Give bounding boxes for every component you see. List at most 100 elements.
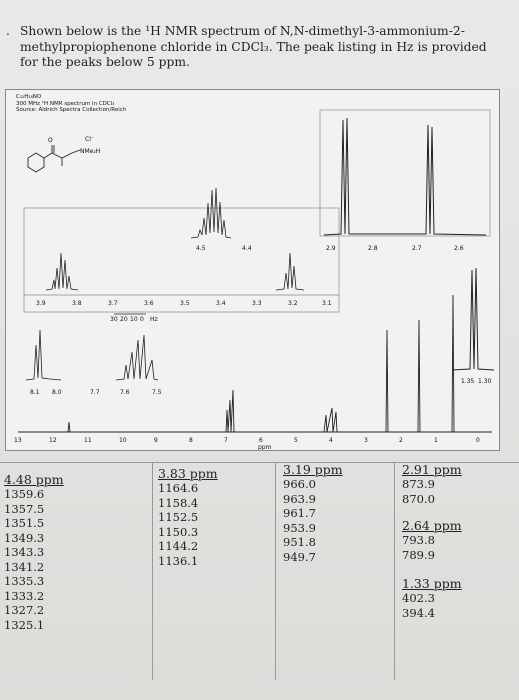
peak-table: 4.48 ppm 1359.6 1357.5 1351.5 1349.3 134… — [0, 462, 519, 684]
table-divider — [394, 462, 395, 680]
main-tick: 4 — [329, 437, 333, 444]
peak-group-2.91: 2.91 ppm 873.9 870.0 — [402, 462, 462, 506]
peak-hz: 789.9 — [402, 547, 435, 562]
inset-frame-3 — [319, 109, 491, 237]
amine-label: NMe₂H — [80, 148, 100, 155]
inset3-tick: 2.7 — [412, 245, 422, 252]
inset5-tick: 1.35 — [461, 378, 475, 385]
inset1-tick: 3.1 — [322, 300, 332, 307]
multiplet-3.19 — [275, 252, 305, 291]
peak-column-3.19: 3.19 ppm 966.0 963.9 961.7 953.9 951.8 9… — [283, 462, 343, 564]
inset1-tick: 3.3 — [252, 300, 262, 307]
peak-column-4.48: 4.48 ppm 1359.6 1357.5 1351.5 1349.3 134… — [4, 472, 64, 632]
main-tick: 10 — [119, 437, 127, 444]
peak-hz: 1359.6 — [4, 487, 45, 501]
inset1-tick: 3.9 — [36, 300, 46, 307]
main-tick: 6 — [259, 437, 263, 444]
main-tick: 12 — [49, 437, 57, 444]
peak-hz: 1144.2 — [158, 539, 199, 553]
svg-text:O: O — [48, 137, 53, 144]
peak-hz: 873.9 — [402, 477, 435, 491]
table-divider — [152, 462, 153, 680]
peak-hz: 870.0 — [402, 491, 435, 506]
main-spectrum — [18, 294, 492, 433]
peak-ppm: 2.91 ppm — [402, 462, 462, 477]
hz-tick: 30 — [110, 316, 118, 323]
inset3-tick: 2.8 — [368, 245, 378, 252]
peak-hz: 961.7 — [283, 506, 316, 520]
peak-group-2.64: 2.64 ppm 793.8 789.9 — [402, 518, 462, 562]
inset3-tick: 2.9 — [326, 245, 336, 252]
inset2-tick: 4.4 — [242, 245, 252, 252]
main-tick: 9 — [154, 437, 158, 444]
main-tick: 5 — [294, 437, 298, 444]
inset4-tick: 7.5 — [152, 389, 162, 396]
main-tick: 7 — [224, 437, 228, 444]
doublets-2.91-2.64 — [323, 117, 487, 236]
hz-tick: 0 — [140, 316, 144, 323]
peak-ppm: 1.33 ppm — [402, 576, 462, 591]
molecular-formula: C₁₂H₁₈NO — [16, 94, 42, 100]
inset1-tick: 3.4 — [216, 300, 226, 307]
main-tick: 1 — [434, 437, 438, 444]
peak-hz: 1335.3 — [4, 574, 45, 588]
peak-ppm: 3.19 ppm — [283, 462, 343, 477]
spectrum-plot: O Cl⁻ NMe₂H — [14, 109, 495, 450]
aromatic-multiplets — [25, 329, 159, 381]
main-tick: 11 — [84, 437, 92, 444]
peak-column-right: 2.91 ppm 873.9 870.0 2.64 ppm 793.8 789.… — [402, 462, 462, 620]
question-text: . Shown below is the ¹H NMR spectrum of … — [6, 24, 506, 71]
peak-column-3.83: 3.83 ppm 1164.6 1158.4 1152.5 1150.3 114… — [158, 466, 218, 568]
inset2-tick: 4.5 — [196, 245, 206, 252]
peak-hz: 1349.3 — [4, 530, 45, 545]
peak-hz: 1136.1 — [158, 553, 199, 568]
multiplet-3.83 — [45, 252, 79, 291]
inset-frame-1 — [23, 207, 340, 313]
multiplet-4.48 — [190, 187, 232, 239]
peak-hz: 1351.5 — [4, 516, 45, 530]
peak-hz: 949.7 — [283, 549, 316, 564]
peak-hz: 1333.2 — [4, 588, 45, 603]
peak-hz: 1150.3 — [158, 524, 199, 539]
peak-hz: 953.9 — [283, 520, 316, 535]
instrument-line: 300 MHz ¹H NMR spectrum in CDCl₃ — [16, 100, 115, 107]
peak-hz: 394.4 — [402, 605, 435, 620]
question-bullet: . — [6, 24, 10, 38]
spectrum-header: C₁₂H₁₈NO 300 MHz ¹H NMR spectrum in CDCl… — [16, 94, 126, 114]
inset1-tick: 3.2 — [288, 300, 298, 307]
inset5-tick: 1.30 — [478, 378, 492, 385]
nmr-spectrum: C₁₂H₁₈NO 300 MHz ¹H NMR spectrum in CDCl… — [5, 89, 500, 451]
inset1-tick: 3.6 — [144, 300, 154, 307]
peak-hz: 963.9 — [283, 491, 316, 506]
peak-hz: 966.0 — [283, 477, 316, 491]
peak-hz: 1164.6 — [158, 481, 199, 495]
main-tick: 8 — [189, 437, 193, 444]
inset4-tick: 8.1 — [30, 389, 40, 396]
peak-group-1.33: 1.33 ppm 402.3 394.4 — [402, 576, 462, 620]
table-top-rule — [0, 462, 519, 463]
peak-ppm: 3.83 ppm — [158, 466, 218, 481]
main-tick: 13 — [14, 437, 22, 444]
peak-hz: 1152.5 — [158, 510, 199, 524]
peak-ppm: 4.48 ppm — [4, 472, 64, 487]
hz-unit: Hz — [150, 316, 158, 323]
question-body: Shown below is the ¹H NMR spectrum of N,… — [20, 24, 487, 69]
hz-tick: 20 — [120, 316, 128, 323]
source-line: Source: Aldrich Spectra Collection/Reich — [16, 107, 127, 113]
hz-tick: 10 — [130, 316, 138, 323]
peak-hz: 1325.1 — [4, 617, 45, 632]
counterion-label: Cl⁻ — [85, 136, 94, 143]
peak-hz: 1158.4 — [158, 495, 199, 510]
peak-hz: 951.8 — [283, 535, 316, 549]
ppm-axis-label: ppm — [258, 444, 272, 450]
inset1-tick: 3.5 — [180, 300, 190, 307]
peak-hz: 1357.5 — [4, 501, 45, 516]
structure-drawing — [27, 145, 81, 173]
inset1-tick: 3.8 — [72, 300, 82, 307]
main-tick: 3 — [364, 437, 368, 444]
main-tick: 2 — [399, 437, 403, 444]
inset3-tick: 2.6 — [454, 245, 464, 252]
peak-hz: 1343.3 — [4, 545, 45, 559]
main-tick: 0 — [476, 437, 480, 444]
